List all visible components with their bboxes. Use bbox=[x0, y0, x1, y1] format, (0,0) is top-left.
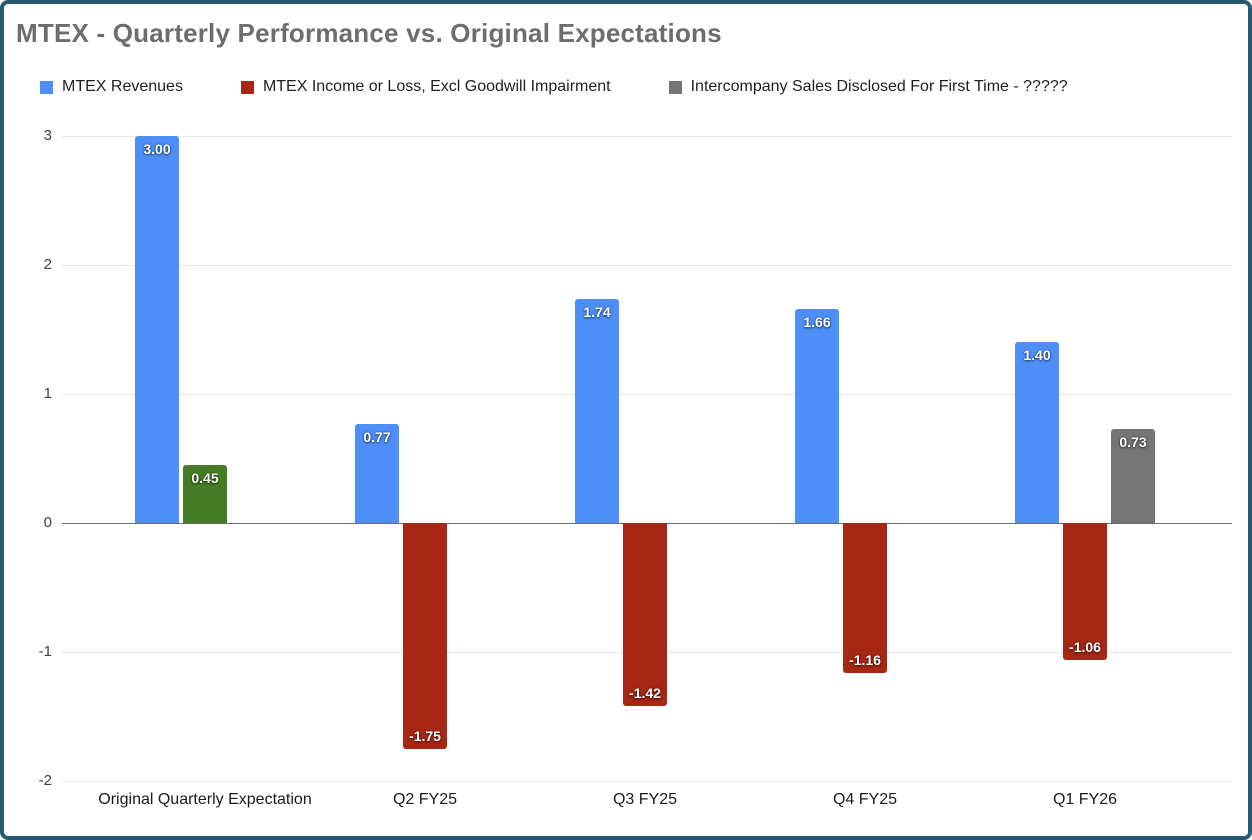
legend-item-income-loss: MTEX Income or Loss, Excl Goodwill Impai… bbox=[240, 78, 611, 96]
bar-series-0-category-3: 1.66 bbox=[795, 309, 839, 523]
y-axis-tick-label: 0 bbox=[43, 514, 52, 531]
bar-value-label: -1.42 bbox=[629, 685, 661, 701]
x-axis-label: Original Quarterly Expectation bbox=[98, 791, 312, 808]
legend-label-mtex-revenues: MTEX Revenues bbox=[62, 78, 183, 95]
bar-series-0-category-2: 1.74 bbox=[575, 299, 619, 523]
bar-value-label: 1.74 bbox=[583, 304, 611, 320]
y-axis-tick-label: -2 bbox=[38, 772, 52, 789]
bar-series-1-category-1: -1.75 bbox=[403, 523, 447, 749]
bar-series-1-category-4: -1.06 bbox=[1063, 523, 1107, 660]
bar-value-label: -1.75 bbox=[409, 728, 441, 744]
bar-series-1-category-3: -1.16 bbox=[843, 523, 887, 673]
bar-series-0-category-1: 0.77 bbox=[355, 424, 399, 523]
legend-swatch-blue-icon bbox=[40, 80, 53, 94]
legend-item-mtex-revenues: MTEX Revenues bbox=[40, 78, 183, 96]
legend: MTEX Revenues MTEX Income or Loss, Excl … bbox=[40, 78, 1068, 96]
x-axis-label: Q4 FY25 bbox=[832, 791, 898, 808]
legend-swatch-gray-icon bbox=[668, 80, 682, 94]
bar-value-label: 0.77 bbox=[363, 429, 391, 445]
bar-value-label: -1.16 bbox=[849, 652, 881, 668]
chart-title: MTEX - Quarterly Performance vs. Origina… bbox=[16, 18, 722, 48]
bar-series-1-category-2: -1.42 bbox=[623, 523, 667, 706]
bar-series-0-category-4: 1.40 bbox=[1015, 342, 1059, 523]
bar-value-label: 0.73 bbox=[1119, 434, 1147, 450]
bar-value-label: 1.66 bbox=[803, 314, 831, 330]
y-axis-tick-label: -1 bbox=[38, 643, 52, 660]
y-axis-tick-label: 1 bbox=[43, 385, 52, 402]
bar-series-2-category-4: 0.73 bbox=[1111, 429, 1155, 523]
bar-value-label: -1.06 bbox=[1069, 639, 1101, 655]
legend-label-income-loss: MTEX Income or Loss, Excl Goodwill Impai… bbox=[262, 78, 611, 95]
gridline bbox=[62, 394, 1232, 395]
y-axis-tick-label: 2 bbox=[43, 256, 52, 273]
legend-label-intercompany-sales: Intercompany Sales Disclosed For First T… bbox=[690, 78, 1068, 95]
x-axis-label: Q3 FY25 bbox=[612, 791, 678, 808]
legend-item-intercompany-sales: Intercompany Sales Disclosed For First T… bbox=[668, 78, 1068, 96]
bar-value-label: 0.45 bbox=[191, 470, 219, 486]
bar-series-0-category-0: 3.00 bbox=[135, 136, 179, 523]
y-axis-tick-label: 3 bbox=[43, 127, 52, 144]
x-axis-label: Q1 FY26 bbox=[1052, 791, 1118, 808]
gridline bbox=[62, 265, 1232, 266]
x-axis-label: Q2 FY25 bbox=[392, 791, 458, 808]
gridline bbox=[62, 136, 1232, 137]
plot-area: 3 2 1 0 -1 -2 3.00 0.77 1.74 1.66 1.40 0.45 -1.75 -1.… bbox=[4, 4, 1248, 836]
bar-value-label: 1.40 bbox=[1023, 347, 1051, 363]
bar-series-1-category-0: 0.45 bbox=[183, 465, 227, 523]
bar-value-label: 3.00 bbox=[143, 141, 171, 157]
gridline bbox=[62, 781, 1232, 782]
legend-swatch-red-icon bbox=[240, 80, 254, 94]
